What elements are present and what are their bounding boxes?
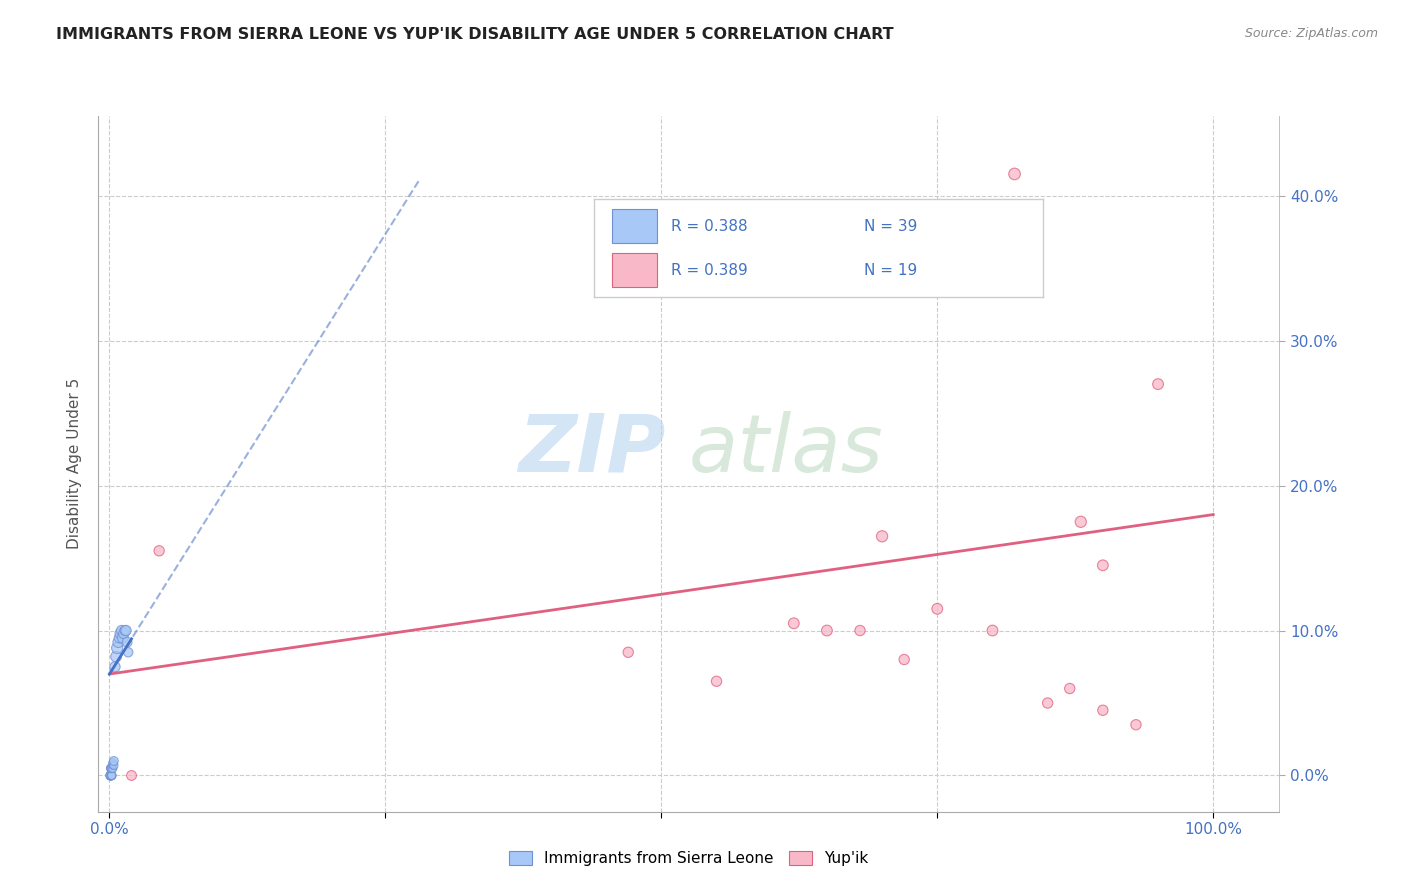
Point [617,645,640,659]
Point [148,544,170,558]
Point [981,624,1004,638]
Point [101,756,124,771]
Point [100,768,122,782]
Point [104,660,127,674]
Text: atlas: atlas [689,411,884,489]
Point [100,768,122,782]
Point [101,758,124,772]
Point [1036,696,1059,710]
Point [100,768,122,782]
Point [100,768,122,782]
Point [100,768,122,782]
Point [100,768,122,782]
Point [783,616,806,631]
Point [100,761,122,775]
Point [105,640,128,655]
Point [849,624,872,638]
Point [100,761,122,775]
Point [815,624,838,638]
Point [100,768,122,782]
Point [100,768,122,782]
Point [100,761,122,775]
Point [112,626,135,640]
Point [1091,703,1114,717]
Point [100,761,122,775]
Text: Source: ZipAtlas.com: Source: ZipAtlas.com [1244,27,1378,40]
Point [100,761,122,775]
Point [100,768,122,782]
Legend: Immigrants from Sierra Leone, Yup'ik: Immigrants from Sierra Leone, Yup'ik [502,843,876,873]
Point [100,768,122,782]
Point [1059,681,1081,696]
Point [706,674,728,689]
Point [101,761,124,775]
Point [111,631,134,645]
Point [101,756,124,770]
Point [107,635,129,649]
Point [117,645,139,659]
Point [1004,167,1026,181]
Point [1125,717,1147,731]
Point [110,626,132,640]
Point [115,635,138,649]
Point [100,768,122,782]
Point [100,768,122,782]
Point [114,624,136,638]
Text: IMMIGRANTS FROM SIERRA LEONE VS YUP'IK DISABILITY AGE UNDER 5 CORRELATION CHART: IMMIGRANTS FROM SIERRA LEONE VS YUP'IK D… [56,27,894,42]
Point [1070,515,1092,529]
Point [110,624,132,638]
Point [870,529,893,543]
Point [108,631,131,645]
Point [100,768,122,782]
Point [1091,558,1114,573]
Point [893,652,915,666]
Text: ZIP: ZIP [517,411,665,489]
Y-axis label: Disability Age Under 5: Disability Age Under 5 [67,378,83,549]
Point [103,754,125,768]
Point [121,768,143,782]
Point [100,761,122,775]
Point [927,602,949,616]
Point [100,768,122,782]
Point [103,758,125,772]
Point [115,624,138,638]
Point [105,649,128,664]
Point [1147,377,1170,392]
